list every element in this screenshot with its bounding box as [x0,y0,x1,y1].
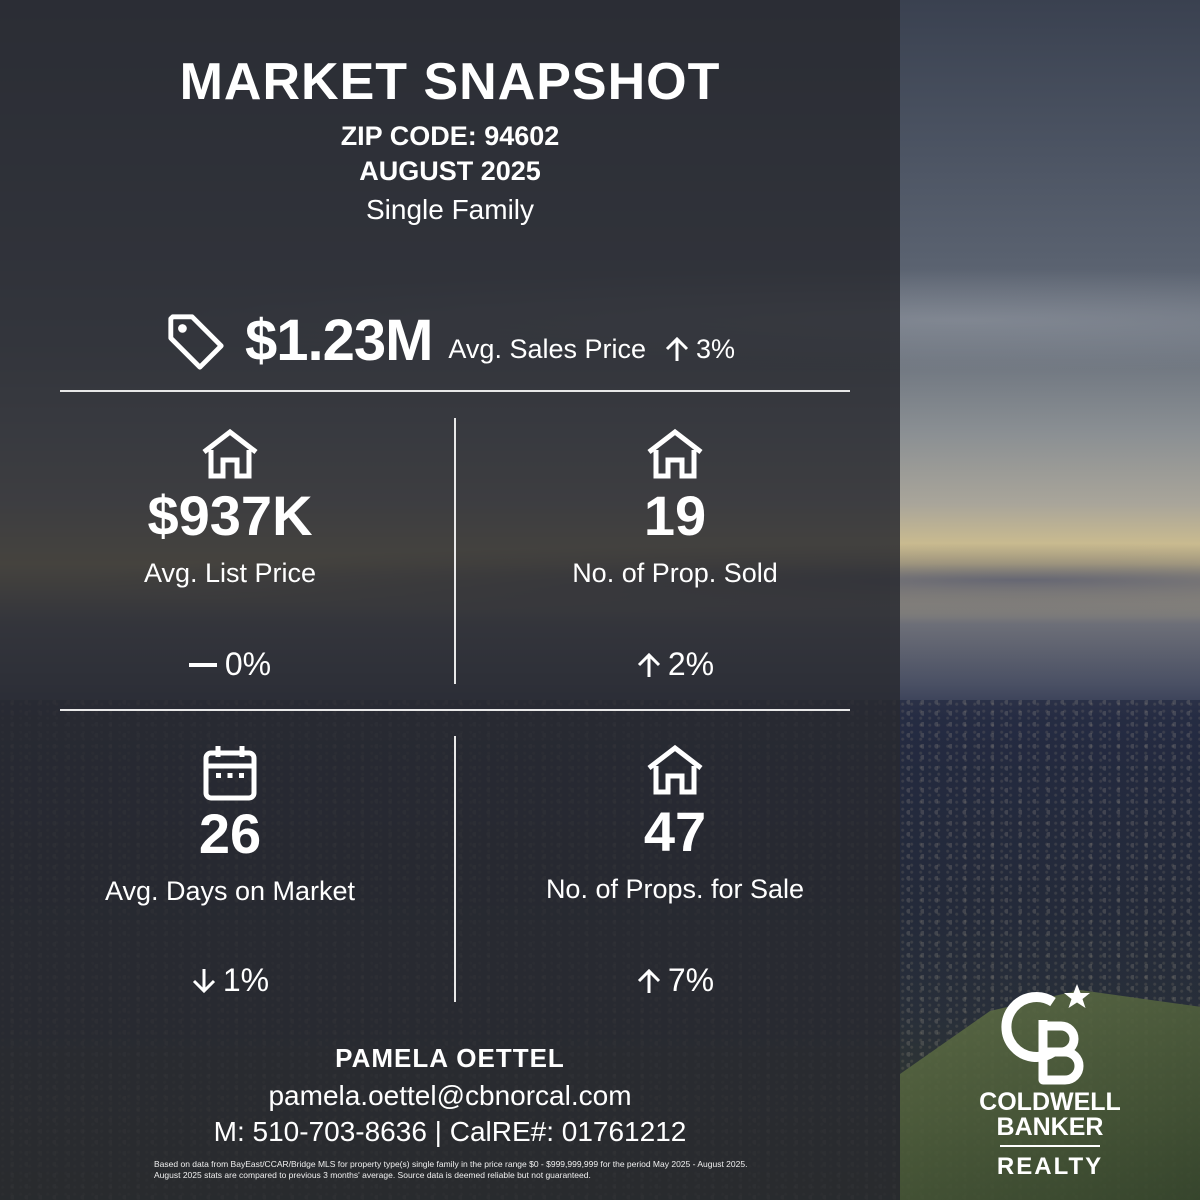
stat-change-value: 1% [222,962,270,998]
arrow-down-icon [192,968,215,993]
brand-line-1: COLDWELL [979,1088,1121,1116]
stat-label: Avg. Days on Market [104,876,356,906]
agent-name: PAMELA OETTEL [335,1043,565,1073]
house-icon [647,428,703,479]
stat-value: 47 [643,800,707,863]
content-panel: MARKET SNAPSHOT ZIP CODE: 94602 AUGUST 2… [0,0,900,1200]
agent-email[interactable]: pamela.oettel@cbnorcal.com [268,1080,632,1111]
avg-sales-price-value: $1.23M [244,307,433,373]
stat-value: 19 [643,484,707,547]
avg-sales-price-change-value: 3% [696,333,736,364]
stat-change: 7% [450,962,900,999]
stat-change-value: 0% [224,646,272,682]
divider [454,736,456,1002]
avg-sales-price-label: Avg. Sales Price [448,333,647,364]
stat-days-on-market: 26 Avg. Days on Market 1% [5,744,455,1014]
stat-props-for-sale: 47 No. of Props. for Sale 7% [450,744,900,1014]
divider [60,390,850,392]
stat-label: No. of Prop. Sold [572,558,778,588]
report-month: AUGUST 2025 [359,156,541,186]
stat-value: $937K [147,484,313,547]
house-icon [647,744,703,795]
coldwell-banker-logo: COLDWELL BANKER REALTY [960,980,1140,1190]
stat-avg-list-price: $937K Avg. List Price 0% [5,428,455,698]
property-type: Single Family [365,194,535,225]
stat-change-value: 2% [667,646,715,682]
avg-sales-price-row: $1.23M Avg. Sales Price 3% [0,300,900,380]
brand-line-2: BANKER [996,1113,1104,1141]
calendar-icon [203,746,257,801]
page-title: MARKET SNAPSHOT [179,53,721,111]
stat-change: 0% [5,646,455,683]
agent-phone-license: M: 510-703-8636 | CalRE#: 01761212 [213,1116,687,1147]
dash-icon [188,662,217,667]
arrow-up-icon [665,336,689,361]
stat-change-value: 7% [667,962,715,998]
price-tag-icon [168,314,224,370]
stat-props-sold: 19 No. of Prop. Sold 2% [450,428,900,698]
stat-change: 1% [5,962,455,999]
stat-value: 26 [198,802,262,865]
cb-monogram-icon [1001,984,1090,1085]
divider [60,709,850,711]
house-icon [202,428,258,479]
stat-label: No. of Props. for Sale [545,874,805,904]
stat-label: Avg. List Price [143,558,317,588]
zip-code: ZIP CODE: 94602 [340,121,560,151]
divider [454,418,456,684]
arrow-up-icon [637,968,660,993]
avg-sales-price-change: 3% [664,334,735,365]
disclaimer: Based on data from BayEast/CCAR/Bridge M… [154,1159,748,1180]
stat-change: 2% [450,646,900,683]
arrow-up-icon [637,652,660,677]
brand-line-3: REALTY [996,1153,1104,1180]
brand-divider [1000,1145,1100,1147]
